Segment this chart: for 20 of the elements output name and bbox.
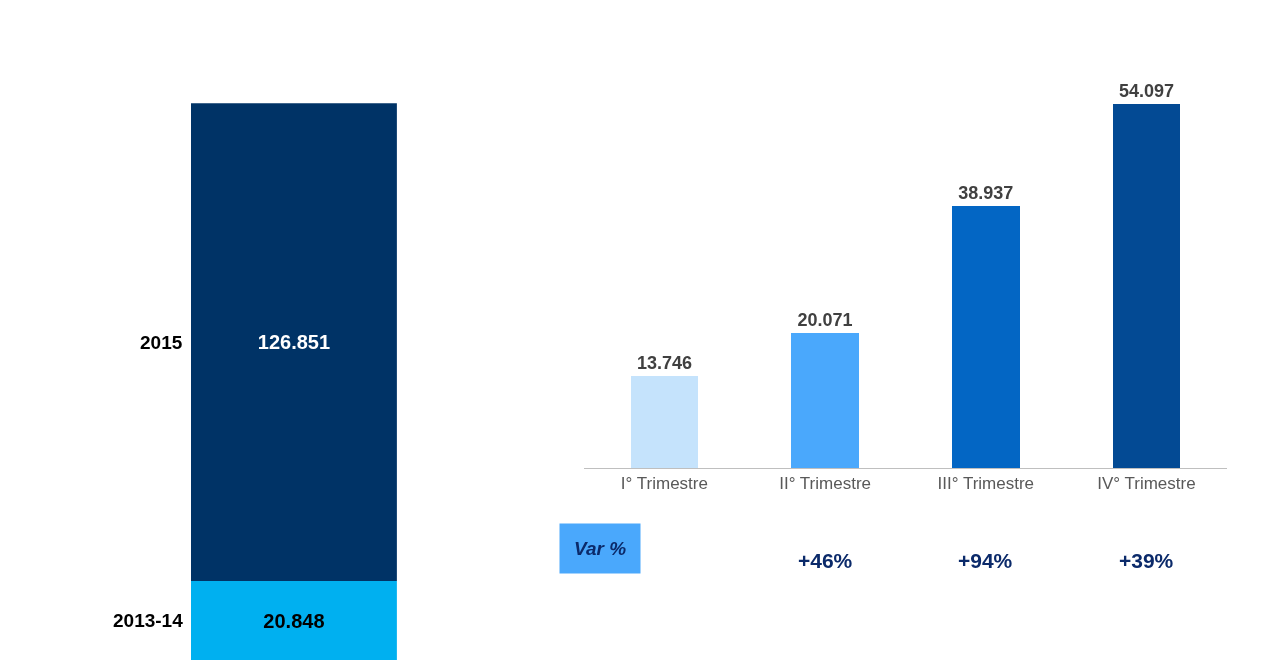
data-label: 13.746 xyxy=(636,352,692,373)
text: +94% xyxy=(958,549,1013,572)
data-label: 38.937 xyxy=(958,183,1014,204)
x-tick-label: III° Trimestre xyxy=(937,474,1035,494)
bar xyxy=(1112,104,1181,468)
bar xyxy=(630,375,699,468)
series-label: 2013-14 xyxy=(113,610,184,631)
bar xyxy=(952,206,1020,468)
text: +39% xyxy=(1119,549,1174,572)
text: Var % xyxy=(574,538,627,559)
bar xyxy=(791,332,859,468)
data-label: 126.851 xyxy=(257,331,331,354)
x-tick-label: IV° Trimestre xyxy=(1097,474,1196,494)
data-label: 54.097 xyxy=(1118,81,1174,102)
text: +46% xyxy=(798,549,853,572)
x-tick-label: II° Trimestre xyxy=(779,474,872,494)
series-label: 2015 xyxy=(140,332,183,353)
data-label: 20.071 xyxy=(797,309,853,330)
x-tick-label: I° Trimestre xyxy=(620,474,708,494)
data-label: 20.848 xyxy=(263,609,325,632)
